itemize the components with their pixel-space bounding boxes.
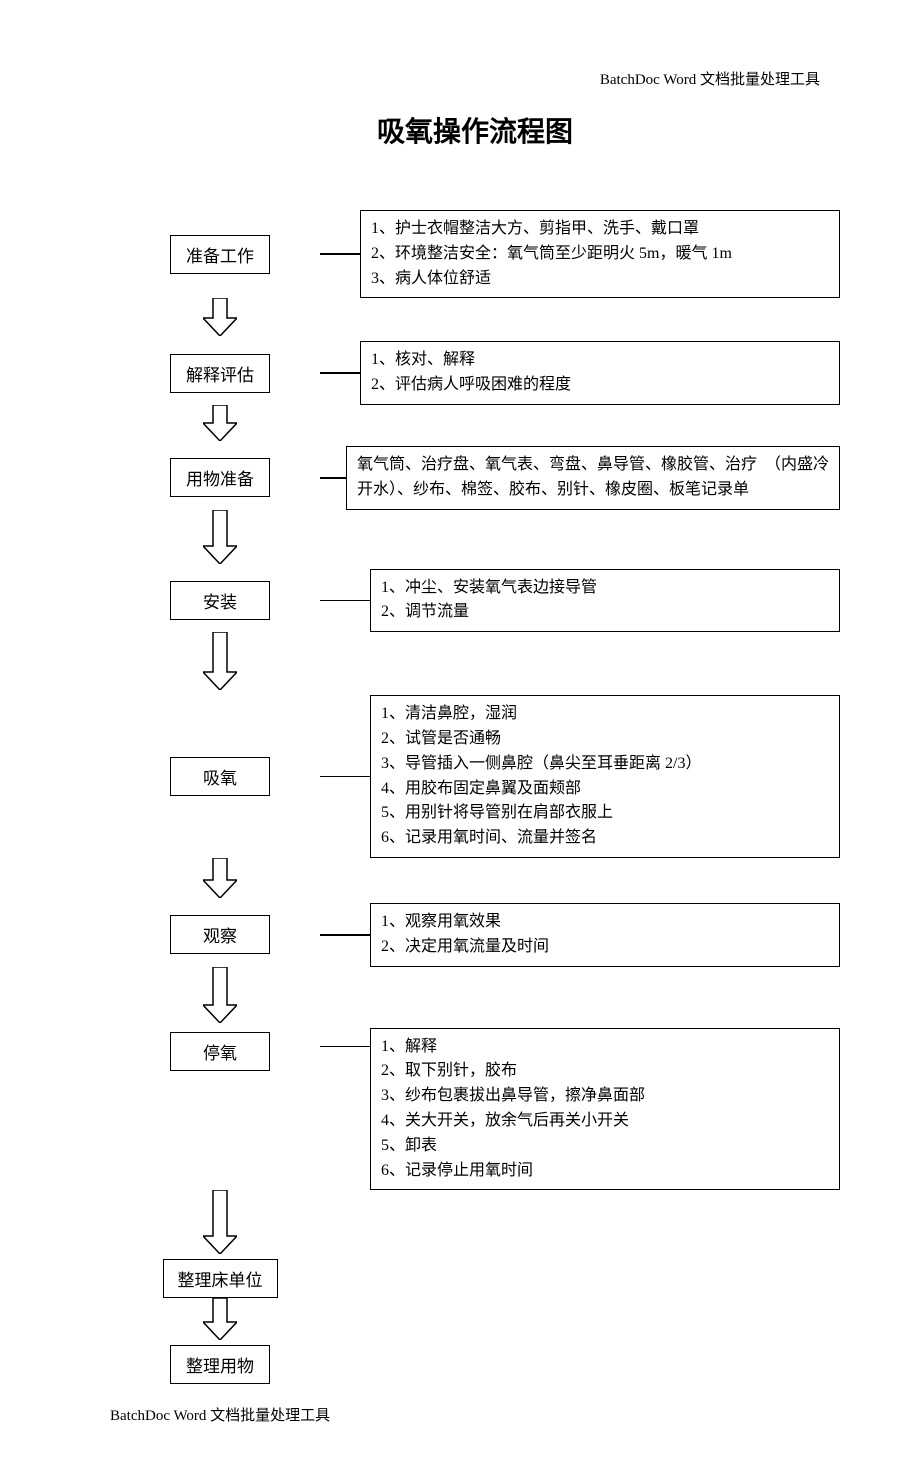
connector-line	[320, 372, 360, 374]
arrow-row	[120, 1298, 840, 1345]
step-box-install: 安装	[170, 581, 270, 620]
connector	[320, 253, 360, 255]
arrow-container	[120, 967, 320, 1028]
connector-line	[320, 1046, 370, 1048]
flow-row-explain: 解释评估 1、核对、解释 2、评估病人呼吸困难的程度	[120, 341, 840, 405]
flow-row-tidy: 整理用物	[120, 1345, 840, 1384]
flow-row-install: 安装 1、冲尘、安装氧气表边接导管 2、调节流量	[120, 569, 840, 633]
arrow-container	[120, 632, 320, 695]
arrow-container	[120, 1190, 320, 1259]
arrow-down-icon	[203, 405, 237, 446]
connector	[320, 477, 346, 479]
arrow-down-icon	[203, 298, 237, 341]
step-box-stop: 停氧	[170, 1032, 270, 1071]
step-side: 用物准备	[120, 458, 320, 497]
arrow-container	[120, 1298, 320, 1345]
flow-row-prep: 准备工作 1、护士衣帽整洁大方、剪指甲、洗手、戴口罩 2、环境整洁安全：氧气筒至少…	[120, 210, 840, 298]
page-header: BatchDoc Word 文档批量处理工具	[600, 68, 820, 89]
desc-box-observe: 1、观察用氧效果 2、决定用氧流量及时间	[370, 903, 840, 967]
step-side: 安装	[120, 581, 320, 620]
desc-box-prep: 1、护士衣帽整洁大方、剪指甲、洗手、戴口罩 2、环境整洁安全：氧气筒至少距明火 …	[360, 210, 840, 298]
connector-line	[320, 477, 346, 479]
desc-box-stop: 1、解释 2、取下别针，胶布 3、纱布包裹拔出鼻导管，擦净鼻面部 4、关大开关，…	[370, 1028, 840, 1191]
connector	[320, 934, 370, 936]
desc-box-oxygen: 1、清洁鼻腔，湿润 2、试管是否通畅 3、导管插入一侧鼻腔（鼻尖至耳垂距离 2/…	[370, 695, 840, 858]
step-side: 整理床单位	[120, 1259, 320, 1298]
arrow-row	[120, 858, 840, 903]
arrow-row	[120, 967, 840, 1028]
flow-row-stop: 停氧 1、解释 2、取下别针，胶布 3、纱布包裹拔出鼻导管，擦净鼻面部 4、关大开…	[120, 1028, 840, 1191]
arrow-down-icon	[203, 1190, 237, 1259]
flowchart: 准备工作 1、护士衣帽整洁大方、剪指甲、洗手、戴口罩 2、环境整洁安全：氧气筒至少…	[120, 210, 840, 1384]
arrow-row	[120, 298, 840, 341]
arrow-down-icon	[203, 1298, 237, 1345]
connector	[320, 372, 360, 374]
step-box-prep: 准备工作	[170, 235, 270, 274]
step-side: 准备工作	[120, 235, 320, 274]
document-page: BatchDoc Word 文档批量处理工具 吸氧操作流程图 准备工作 1、护士衣…	[0, 0, 920, 1465]
arrow-container	[120, 298, 320, 341]
flow-row-materials: 用物准备 氧气筒、治疗盘、氧气表、弯盘、鼻导管、橡胶管、治疗 （内盛冷开水）、纱布…	[120, 446, 840, 510]
arrow-container	[120, 858, 320, 903]
desc-box-explain: 1、核对、解释 2、评估病人呼吸困难的程度	[360, 341, 840, 405]
flow-row-observe: 观察 1、观察用氧效果 2、决定用氧流量及时间	[120, 903, 840, 967]
desc-box-install: 1、冲尘、安装氧气表边接导管 2、调节流量	[370, 569, 840, 633]
step-side: 观察	[120, 915, 320, 954]
connector	[320, 600, 370, 602]
arrow-row	[120, 1190, 840, 1259]
arrow-row	[120, 510, 840, 569]
step-side: 吸氧	[120, 757, 320, 796]
arrow-down-icon	[203, 632, 237, 695]
connector	[320, 776, 370, 778]
step-side: 解释评估	[120, 354, 320, 393]
arrow-row	[120, 405, 840, 446]
connector-line	[320, 934, 370, 936]
desc-box-materials: 氧气筒、治疗盘、氧气表、弯盘、鼻导管、橡胶管、治疗 （内盛冷开水）、纱布、棉签、…	[346, 446, 840, 510]
connector-line	[320, 776, 370, 778]
step-box-explain: 解释评估	[170, 354, 270, 393]
arrow-down-icon	[203, 967, 237, 1028]
step-box-bed: 整理床单位	[163, 1259, 278, 1298]
connector-line	[320, 600, 370, 602]
flow-row-bed: 整理床单位	[120, 1259, 840, 1298]
step-box-materials: 用物准备	[170, 458, 270, 497]
arrow-container	[120, 510, 320, 569]
flow-row-oxygen: 吸氧 1、清洁鼻腔，湿润 2、试管是否通畅 3、导管插入一侧鼻腔（鼻尖至耳垂距离 …	[120, 695, 840, 858]
page-title: 吸氧操作流程图	[110, 110, 840, 150]
arrow-down-icon	[203, 858, 237, 903]
arrow-row	[120, 632, 840, 695]
arrow-down-icon	[203, 510, 237, 569]
connector-line	[320, 253, 360, 255]
arrow-container	[120, 405, 320, 446]
step-box-oxygen: 吸氧	[170, 757, 270, 796]
step-side: 整理用物	[120, 1345, 320, 1384]
step-box-observe: 观察	[170, 915, 270, 954]
step-box-tidy: 整理用物	[170, 1345, 270, 1384]
step-side: 停氧	[120, 1032, 320, 1071]
page-footer: BatchDoc Word 文档批量处理工具	[110, 1404, 840, 1425]
connector	[320, 1046, 370, 1048]
